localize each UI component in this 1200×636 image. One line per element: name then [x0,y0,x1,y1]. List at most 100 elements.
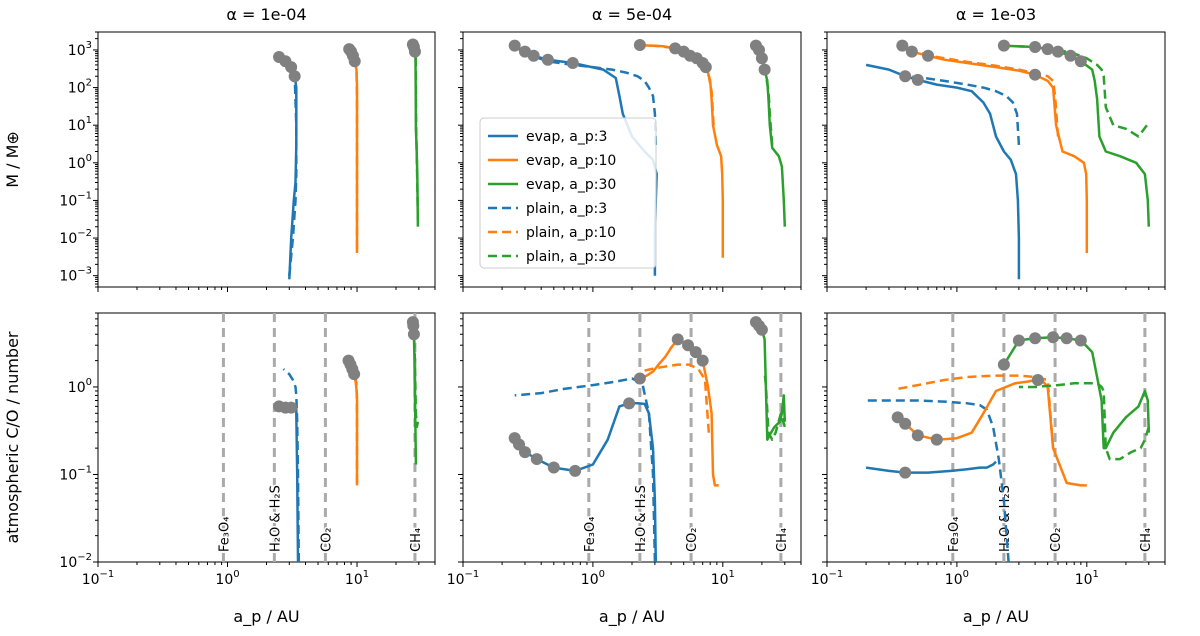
ice-line-label: CO₂ [319,527,334,552]
data-marker [285,401,298,414]
series-lines-layer [278,43,1151,563]
data-marker [755,323,768,336]
x-tick-label: 10−1 [811,569,844,588]
legend-box [479,117,657,269]
x-tick-label-base: 10 [1075,572,1093,588]
axes-frame-0-1 [97,312,436,563]
data-marker [755,52,768,65]
y-tick-label-top-base: 10 [68,81,86,97]
data-marker [1012,334,1025,347]
data-marker [518,446,531,459]
data-marker [682,339,695,352]
data-marker [689,346,702,359]
x-tick-label: 100 [581,569,605,588]
panel-title: α = 1e-04 [226,5,306,24]
x-tick-label-base: 10 [447,572,465,588]
panel-title: α = 1e-03 [956,5,1036,24]
series-line [756,45,774,145]
y-tick-label-bottom: 10−1 [59,464,92,483]
data-marker [1051,45,1064,58]
y-tick-label-bottom-exp: 0 [86,377,92,388]
x-tick-label-base: 10 [215,572,233,588]
x-tick-label: 101 [711,569,735,588]
data-marker [633,372,646,385]
x-tick-label: 101 [345,569,369,588]
series-line [639,363,711,433]
x-tick-label-base: 10 [711,572,729,588]
data-marker [569,464,582,477]
y-tick-label-top: 10−3 [59,266,92,285]
ice-line-label: Fe₃O₄ [583,517,598,552]
y-axis-label-top: M / M⊕ [3,131,22,188]
data-marker [1029,332,1042,345]
series-line [282,368,301,563]
legend-label: evap, a_p:30 [526,177,616,193]
series-line [514,377,657,563]
axes-frame-0-0 [97,31,436,288]
y-tick-label-top: 100 [68,153,92,172]
x-tick-label-exp: 0 [599,569,605,580]
ice-line-label: H₂O & H₂S [634,485,649,552]
axes-frame-2-0 [826,31,1166,288]
series-line [865,460,997,474]
legend-label: plain, a_p:10 [526,225,616,241]
data-marker [547,461,560,474]
y-tick-label-top-base: 10 [68,118,86,134]
data-marker [541,53,554,66]
y-tick-label-top-exp: −2 [77,228,92,239]
data-marker [696,354,709,367]
data-marker [997,358,1010,371]
x-tick-label-exp: 1 [1093,569,1099,580]
x-tick-label-base: 10 [581,572,599,588]
data-marker [1047,331,1060,344]
y-tick-label-top: 10−2 [59,228,92,247]
data-marker [1041,43,1054,56]
data-marker [566,56,579,69]
y-tick-label-top: 10−1 [59,190,92,209]
y-tick-label-bottom-base: 10 [59,555,77,571]
series-line [866,399,1010,563]
x-tick-label-exp: −1 [465,569,480,580]
data-marker [930,433,943,446]
y-tick-label-bottom-exp: −1 [77,464,92,475]
ice-line-label: CH₄ [775,528,790,552]
y-tick-label-top-base: 10 [59,231,77,247]
series-line [278,55,298,276]
ice-line-label: CH₄ [1139,528,1154,552]
data-marker [1074,55,1087,68]
data-marker [530,453,543,466]
x-tick-label: 100 [215,569,239,588]
data-marker [1029,40,1042,53]
data-marker [348,55,361,68]
y-tick-label-top-base: 10 [68,43,86,59]
y-tick-label-top: 103 [68,40,92,59]
ice-line-label: CO₂ [685,527,700,552]
y-tick-label-top-exp: 1 [86,115,92,126]
y-tick-label-top-base: 10 [68,156,86,172]
y-tick-label-top-exp: −3 [77,266,92,277]
x-axis-label: a_p / AU [233,607,299,627]
x-tick-label-exp: 0 [233,569,239,580]
x-tick-label-exp: 1 [363,569,369,580]
x-tick-label-base: 10 [811,572,829,588]
x-axis-label: a_p / AU [963,607,1029,627]
panel-title: α = 5e-04 [592,5,672,24]
y-tick-label-bottom: 10−2 [59,552,92,571]
y-tick-label-top: 101 [68,115,92,134]
series-line [865,63,1021,280]
data-marker [1029,68,1042,81]
series-line [278,55,298,280]
data-marker [896,39,909,52]
x-tick-label-base: 10 [82,572,100,588]
series-line [901,44,1089,253]
data-marker [911,429,924,442]
y-tick-label-top-base: 10 [59,269,77,285]
y-tick-label-top-base: 10 [59,193,77,209]
data-marker [905,45,918,58]
x-tick-label: 101 [1075,569,1099,588]
data-marker [527,49,540,62]
data-marker [623,397,636,410]
series-line [348,48,359,250]
markers-layer [273,38,1087,479]
